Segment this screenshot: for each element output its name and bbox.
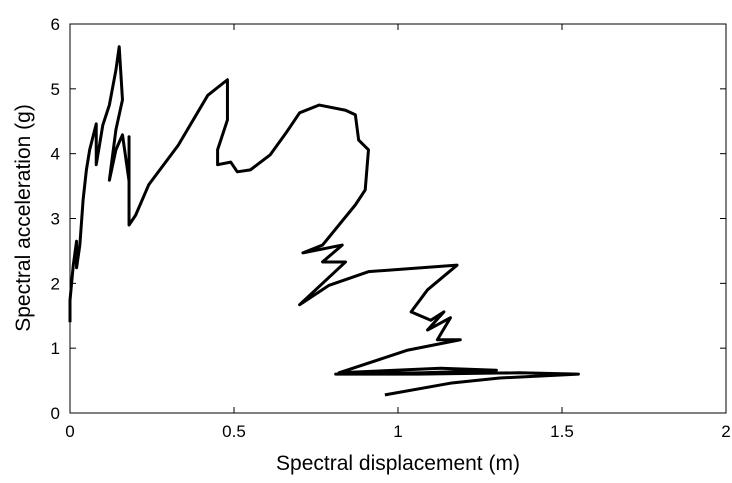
x-tick-label: 1: [393, 422, 402, 441]
y-tick-label: 1: [51, 339, 60, 358]
x-tick-label: 2: [721, 422, 730, 441]
data-line: [68, 45, 580, 397]
y-tick-label: 4: [51, 145, 60, 164]
x-tick-label: 0: [65, 422, 74, 441]
x-tick-label: 1.5: [550, 422, 574, 441]
y-tick-label: 6: [51, 15, 60, 34]
x-axis-label: Spectral displacement (m): [276, 452, 520, 475]
y-tick-label: 0: [51, 404, 60, 423]
y-tick-label: 2: [51, 274, 60, 293]
y-tick-label: 5: [51, 80, 60, 99]
plot-frame: [69, 23, 727, 414]
x-tick-label: 0.5: [222, 422, 246, 441]
y-axis-label: Spectral acceleration (g): [12, 104, 35, 332]
y-tick-label: 3: [51, 210, 60, 229]
